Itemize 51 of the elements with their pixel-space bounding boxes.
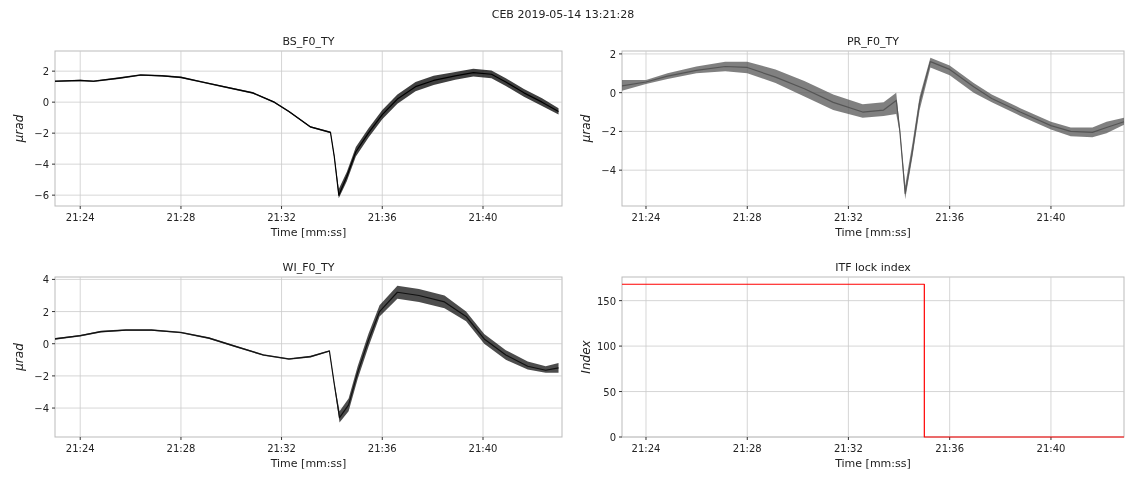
x-tick-label: 21:28 <box>166 443 196 454</box>
x-tick-label: 21:32 <box>267 443 296 454</box>
y-tick-label: −2 <box>34 128 49 140</box>
x-tick-label: 21:32 <box>833 443 863 454</box>
x-axis-title: Time [mm:ss] <box>269 457 347 470</box>
x-tick-label: 21:24 <box>65 212 95 223</box>
y-tick-label: −4 <box>601 165 616 177</box>
x-tick-label: 21:40 <box>1036 212 1066 223</box>
y-tick-label: 100 <box>596 341 616 353</box>
y-axis-title: Index <box>579 339 593 374</box>
x-tick-label: 21:36 <box>367 212 397 223</box>
y-axis-title: μrad <box>12 114 26 144</box>
chart-title: ITF lock index <box>835 261 912 274</box>
y-tick-label: −4 <box>34 159 49 171</box>
y-tick-label: 2 <box>42 66 49 78</box>
y-axis-title: μrad <box>579 114 593 144</box>
chart-title: BS_F0_TY <box>282 35 335 48</box>
chart-title: WI_F0_TY <box>282 261 335 274</box>
y-tick-label: 0 <box>42 97 49 109</box>
x-tick-label: 21:36 <box>367 443 397 454</box>
x-tick-label: 21:32 <box>833 212 863 223</box>
y-tick-label: 4 <box>42 274 49 286</box>
y-tick-label: 0 <box>609 432 616 443</box>
x-tick-label: 21:40 <box>468 212 498 223</box>
y-tick-label: 0 <box>609 87 616 99</box>
x-tick-label: 21:24 <box>631 443 661 454</box>
x-tick-label: 21:36 <box>935 212 965 223</box>
text: CEB 2019-05-14 13:21:28 <box>491 8 635 21</box>
x-tick-label: 21:40 <box>1036 443 1066 454</box>
x-tick-label: 21:32 <box>267 212 296 223</box>
x-axis-title: Time [mm:ss] <box>269 226 347 239</box>
y-tick-label: −4 <box>34 403 49 415</box>
x-tick-label: 21:28 <box>166 212 196 223</box>
y-tick-label: −6 <box>34 190 49 202</box>
x-tick-label: 21:36 <box>935 443 965 454</box>
y-tick-label: −2 <box>34 370 49 382</box>
x-tick-label: 21:28 <box>732 443 762 454</box>
x-tick-label: 21:28 <box>732 212 762 223</box>
y-tick-label: −2 <box>601 126 616 138</box>
x-tick-label: 21:24 <box>65 443 95 454</box>
x-tick-label: 21:24 <box>631 212 661 223</box>
chart-title: PR_F0_TY <box>846 35 900 48</box>
y-tick-label: 50 <box>603 386 616 398</box>
y-tick-label: 0 <box>42 338 49 350</box>
y-tick-label: 2 <box>609 48 616 60</box>
y-tick-label: 2 <box>42 306 49 318</box>
x-axis-title: Time [mm:ss] <box>834 457 911 470</box>
y-axis-title: μrad <box>12 342 26 372</box>
y-tick-label: 150 <box>596 295 616 307</box>
x-axis-title: Time [mm:ss] <box>834 226 911 239</box>
x-tick-label: 21:40 <box>468 443 498 454</box>
